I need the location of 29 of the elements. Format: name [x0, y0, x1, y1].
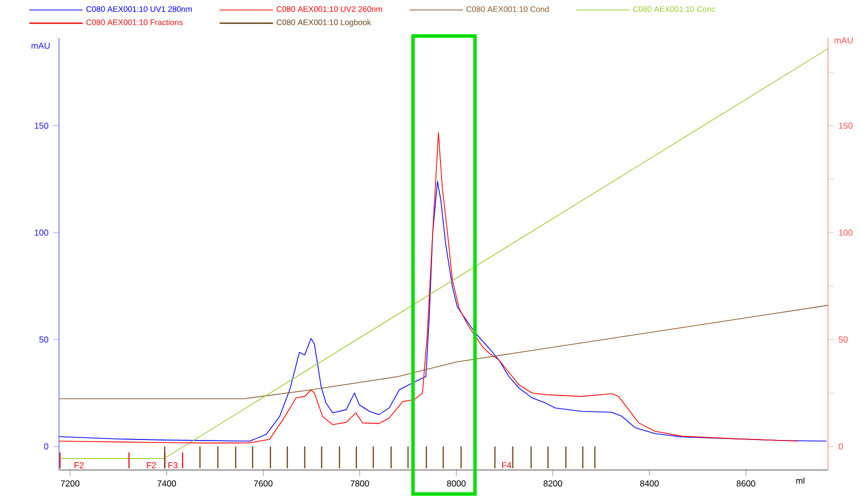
y-tick-label: 0: [44, 443, 48, 450]
x-tick-label: 8200: [544, 480, 562, 487]
text: C080 AEX001:10 UV2 260nm: [276, 6, 382, 12]
annotation: F3: [168, 462, 178, 468]
y2-tick-label: 0: [838, 443, 843, 450]
y2-axis-title: mAU: [834, 37, 853, 44]
y2-tick-label: 100: [839, 230, 853, 236]
text: C080 AEX001:10 UV1 280nm: [86, 6, 192, 12]
y-tick-label: 50: [39, 336, 48, 343]
y2-tick-label: 50: [838, 336, 848, 343]
annotation: F2: [74, 462, 84, 468]
y-tick-label: 150: [34, 122, 48, 129]
x-axis-title: ml: [796, 477, 804, 484]
y-axis-title: mAU: [32, 42, 50, 49]
x-tick-label: 7800: [350, 480, 370, 487]
text: C080 AEX001:10 Logbook: [276, 19, 372, 27]
y2-tick-label: 150: [839, 122, 853, 129]
text: C080 AEX001:10 Fractions: [86, 19, 183, 26]
x-tick-label: 8400: [640, 480, 659, 487]
x-tick-label: 8600: [736, 480, 756, 487]
x-tick-label: 7400: [157, 480, 176, 487]
x-tick-label: 8000: [447, 480, 466, 487]
text: C080 AEX001:10 Cond: [466, 6, 549, 12]
text: C080 AEX001:10 Conc: [633, 6, 716, 12]
x-tick-label: 7200: [60, 480, 80, 487]
x-tick-label: 7600: [254, 480, 272, 487]
annotation: F2: [146, 462, 156, 468]
annotation: F4: [502, 462, 512, 468]
y-tick-label: 100: [34, 230, 48, 236]
